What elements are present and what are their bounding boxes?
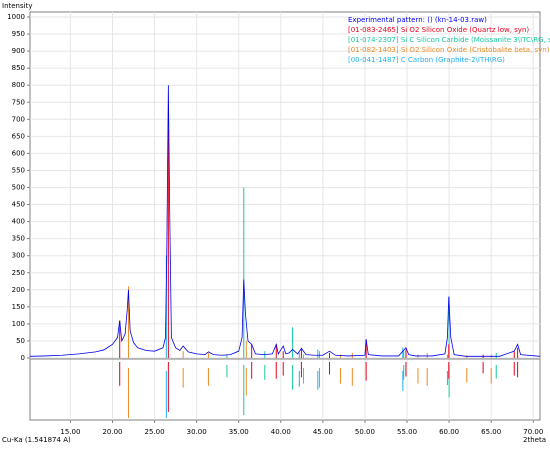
pattern-line	[30, 85, 540, 357]
y-tick-label: 150	[12, 303, 25, 311]
plot-area	[30, 85, 540, 358]
x-tick-label: 40.00	[271, 428, 291, 436]
y-tick-label: 0	[21, 354, 25, 362]
x-tick-label: 30.00	[187, 428, 207, 436]
y-tick-label: 700	[12, 115, 25, 123]
legend-entry: [01-074-2307] Si C Silicon Carbide (Mois…	[348, 36, 550, 44]
y-tick-label: 550	[12, 166, 25, 174]
y-tick-label: 1000	[7, 13, 25, 21]
x-axis-label: 2theta	[523, 436, 546, 444]
y-tick-label: 650	[12, 132, 25, 140]
y-tick-label: 100	[12, 320, 25, 328]
legend-entry: [00-041-1487] C Carbon (Graphite-2\ITH\R…	[348, 56, 505, 64]
x-tick-label: 25.00	[145, 428, 165, 436]
y-tick-label: 950	[12, 30, 25, 38]
legend-entry: Experimental pattern: () (kn-14-03.raw)	[348, 16, 487, 24]
y-tick-label: 50	[16, 337, 25, 345]
annotation: Cu-Ka (1.541874 A)	[2, 436, 71, 444]
y-axis-label: Intensity	[2, 2, 32, 10]
x-tick-label: 70.00	[523, 428, 543, 436]
y-tick-label: 800	[12, 81, 25, 89]
y-tick-label: 750	[12, 98, 25, 106]
y-tick-label: 300	[12, 252, 25, 260]
x-tick-label: 15.00	[60, 428, 80, 436]
y-tick-label: 900	[12, 47, 25, 55]
y-tick-label: 200	[12, 286, 25, 294]
x-tick-label: 20.00	[102, 428, 122, 436]
y-tick-label: 400	[12, 218, 25, 226]
x-tick-label: 45.00	[313, 428, 333, 436]
legend-entry: [01-083-2465] Si O2 Silicon Oxide (Quart…	[348, 26, 529, 34]
y-tick-label: 500	[12, 184, 25, 192]
x-tick-label: 65.00	[481, 428, 501, 436]
x-tick-label: 60.00	[439, 428, 459, 436]
x-tick-label: 35.00	[229, 428, 249, 436]
y-tick-label: 450	[12, 201, 25, 209]
plot-frame	[29, 11, 541, 421]
y-tick-label: 250	[12, 269, 25, 277]
legend-entry: [01-082-1403] Si O2 Silicon Oxide (Crist…	[348, 46, 550, 54]
y-tick-label: 600	[12, 149, 25, 157]
y-tick-label: 350	[12, 235, 25, 243]
x-tick-label: 50.00	[355, 428, 375, 436]
y-tick-label: 850	[12, 64, 25, 72]
x-tick-label: 55.00	[397, 428, 417, 436]
